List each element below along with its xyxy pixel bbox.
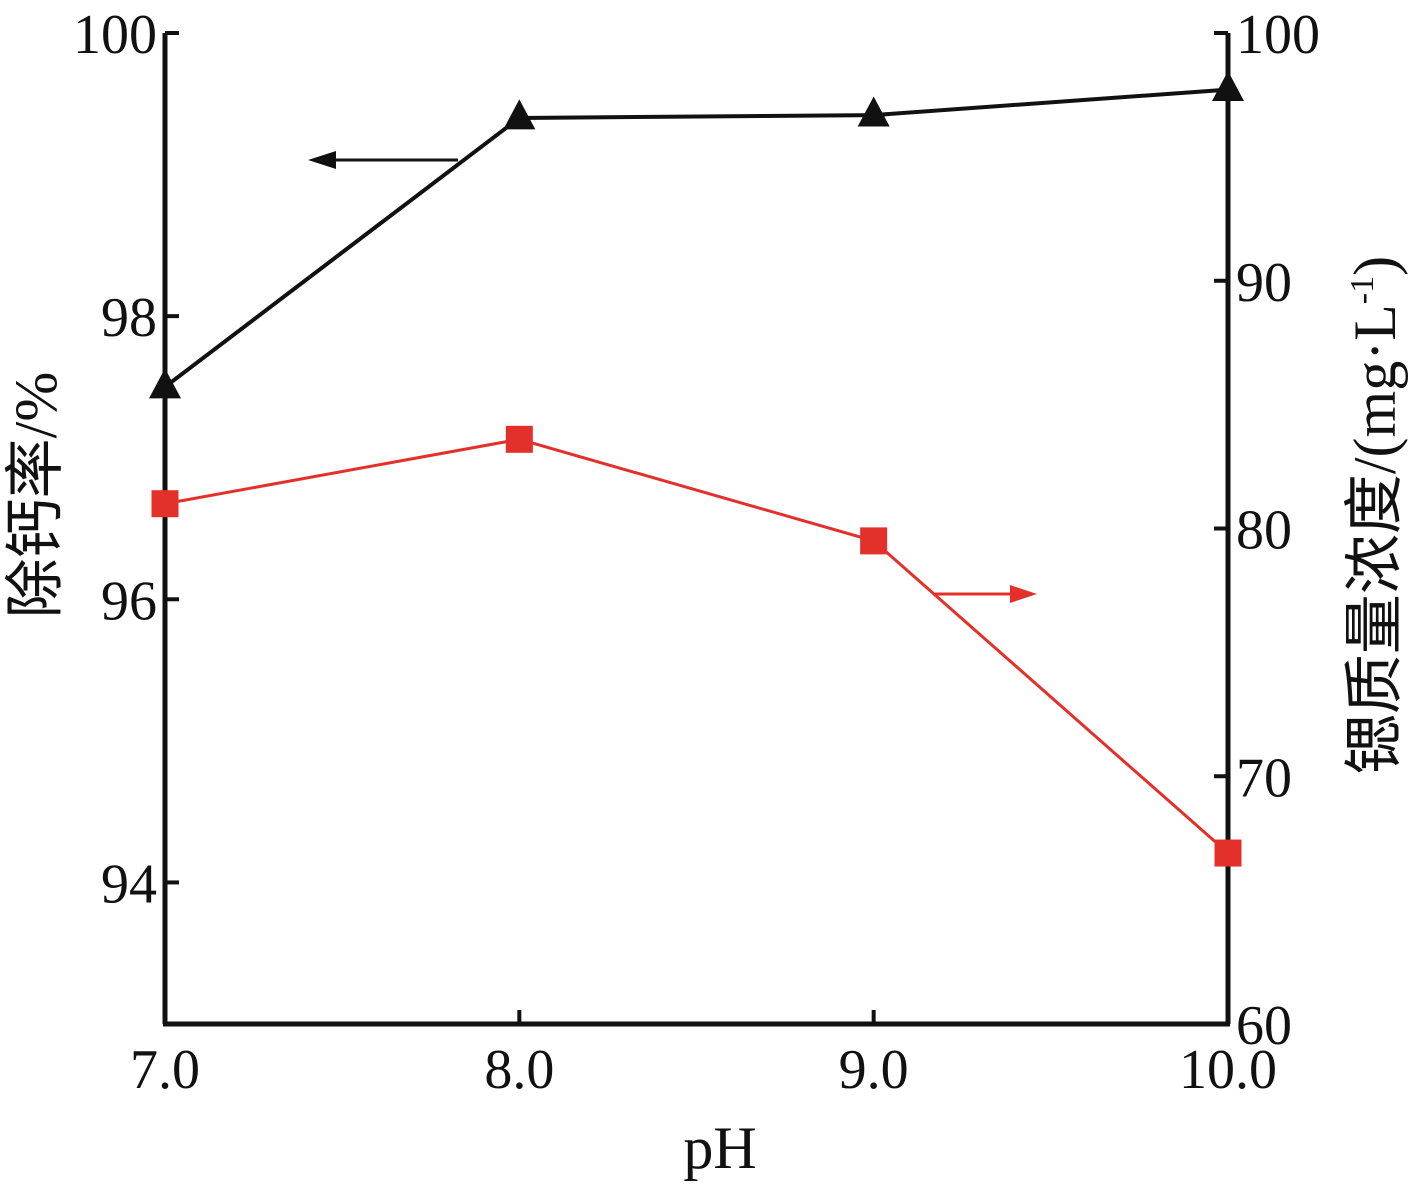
y-tick-label-right: 60 bbox=[1236, 995, 1292, 1057]
point-triangle bbox=[1212, 71, 1244, 102]
y-tick-label-right: 70 bbox=[1236, 747, 1292, 809]
y-tick-label-right: 80 bbox=[1236, 500, 1292, 562]
point-triangle bbox=[857, 96, 890, 127]
arrows-layer bbox=[308, 151, 1037, 603]
left-arrowhead bbox=[308, 151, 336, 169]
x-tick-label: 9.0 bbox=[839, 1039, 909, 1101]
y-tick-label-left: 98 bbox=[101, 287, 157, 349]
x-tick-label: 7.0 bbox=[130, 1039, 200, 1101]
x-tick-label: 8.0 bbox=[484, 1039, 554, 1101]
x-tick-label: 10.0 bbox=[1179, 1039, 1277, 1101]
point-square bbox=[151, 490, 179, 518]
y-axis-title-right-main: 锶质量浓度/(mg·L bbox=[1342, 304, 1408, 774]
y-axis-title-right-close: ) bbox=[1342, 256, 1408, 276]
point-triangle bbox=[149, 368, 181, 399]
y-tick-label-left: 96 bbox=[101, 570, 157, 632]
series-line-right bbox=[164, 437, 1229, 855]
ticks-layer: 7.0 8.0 9.0 10.0 94 96 98 100 60 70 80 90 100 bbox=[73, 4, 1320, 1101]
y-tick-label-right: 100 bbox=[1236, 4, 1320, 66]
point-triangle bbox=[503, 99, 536, 130]
y-tick-label-left: 94 bbox=[101, 853, 157, 915]
point-square bbox=[860, 527, 888, 555]
y-axis-title-right-sup: -1 bbox=[1344, 276, 1381, 304]
y-tick-label-left: 100 bbox=[73, 4, 157, 66]
series-layer bbox=[163, 87, 1229, 855]
point-square bbox=[1214, 839, 1242, 867]
series-line-left bbox=[163, 87, 1229, 389]
x-axis-title: pH bbox=[683, 1115, 756, 1181]
y-axis-title-left: 除钙率/% bbox=[3, 372, 69, 619]
y-axis-title-right: 锶质量浓度/(mg·L-1) bbox=[1342, 256, 1408, 774]
markers-layer bbox=[149, 71, 1244, 867]
right-arrowhead bbox=[1010, 585, 1037, 603]
axes-layer bbox=[162, 33, 1231, 1027]
y-tick-label-right: 90 bbox=[1236, 252, 1292, 314]
point-square bbox=[505, 425, 533, 453]
